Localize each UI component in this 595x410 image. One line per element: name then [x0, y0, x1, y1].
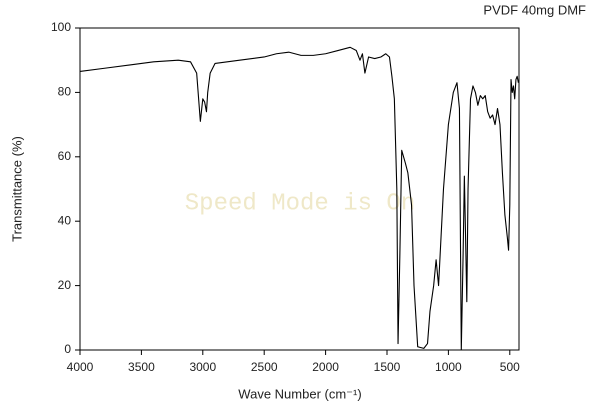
y-tick-label: 80 [58, 85, 72, 99]
y-tick-label: 20 [58, 278, 72, 292]
y-axis-label: Transmittance (%) [9, 136, 24, 242]
watermark: Speed Mode is On [185, 190, 415, 217]
x-tick-label: 3000 [189, 360, 216, 374]
y-tick-label: 0 [64, 342, 71, 356]
x-tick-label: 2500 [251, 360, 278, 374]
x-tick-label: 3500 [128, 360, 155, 374]
x-axis-label: Wave Number (cm⁻¹) [238, 386, 361, 401]
y-tick-label: 100 [51, 20, 71, 34]
x-tick-label: 500 [500, 360, 520, 374]
x-tick-label: 4000 [67, 360, 94, 374]
x-tick-label: 1000 [435, 360, 462, 374]
spectrum-line [79, 46, 519, 351]
chart-title: PVDF 40mg DMF [483, 2, 586, 17]
y-tick-label: 40 [58, 213, 72, 227]
x-tick-label: 1500 [374, 360, 401, 374]
x-tick-label: 2000 [312, 360, 339, 374]
y-tick-label: 60 [58, 149, 72, 163]
plot-frame [79, 27, 520, 351]
